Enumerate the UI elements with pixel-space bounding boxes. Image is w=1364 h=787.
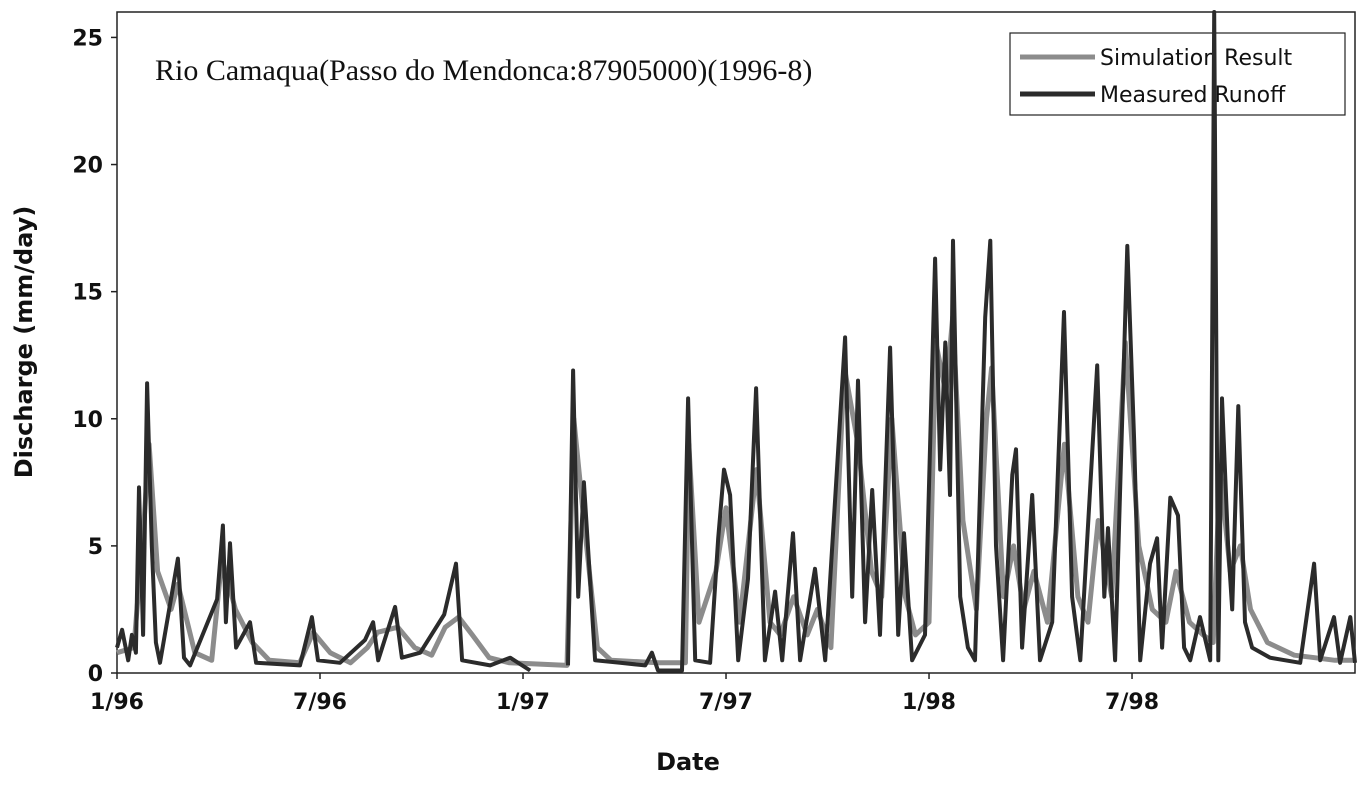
legend-box bbox=[1009, 32, 1346, 116]
data-line bbox=[116, 314, 1355, 668]
y-tick-label: 0 bbox=[88, 662, 103, 687]
y-axis-label: Discharge (mm/day) bbox=[10, 206, 38, 479]
legend-label: Measured Runoff bbox=[1100, 83, 1286, 108]
x-tick-label: 7/98 bbox=[1105, 690, 1159, 715]
y-tick-label: 15 bbox=[72, 281, 103, 306]
x-tick-label: 7/96 bbox=[293, 690, 347, 715]
legend: Simulation Result Measured Runoff bbox=[1009, 32, 1346, 116]
x-tick-label: 1/98 bbox=[902, 690, 956, 715]
y-tick-label: 20 bbox=[72, 154, 103, 179]
x-axis-label: Date bbox=[656, 748, 720, 776]
legend-label: Simulation Result bbox=[1100, 46, 1293, 71]
y-tick-label: 25 bbox=[72, 26, 103, 51]
x-tick-label: 1/97 bbox=[496, 690, 550, 715]
y-tick-label: 10 bbox=[72, 408, 103, 433]
chart-title: Rio Camaqua(Passo do Mendonca:87905000)(… bbox=[155, 54, 812, 87]
x-tick-label: 7/97 bbox=[699, 690, 753, 715]
data-line bbox=[115, 10, 1357, 673]
y-tick-label: 5 bbox=[88, 535, 103, 560]
x-tick-label: 1/96 bbox=[90, 690, 144, 715]
plot-frame bbox=[116, 11, 1356, 674]
